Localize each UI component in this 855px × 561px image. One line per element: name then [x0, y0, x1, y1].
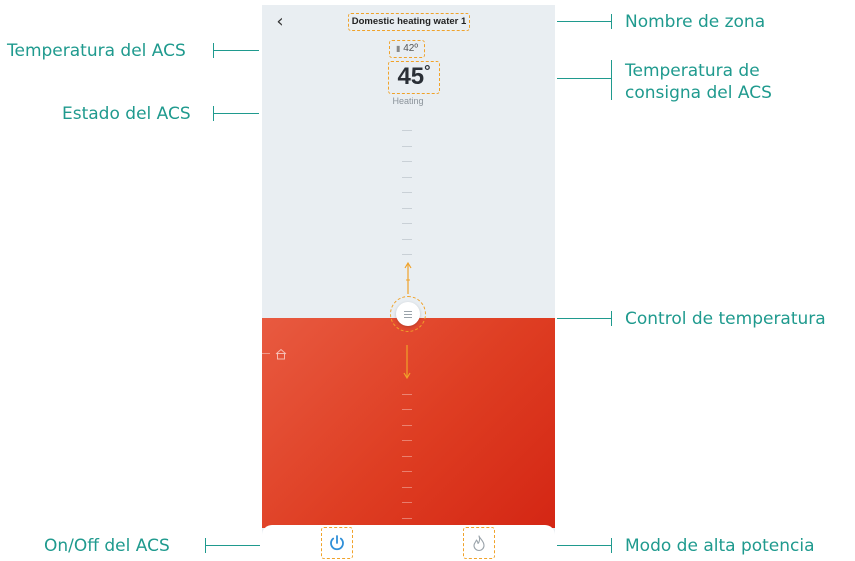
callout-acs-temperature: Temperatura del ACS: [7, 41, 186, 61]
leader-temperature-control: [557, 318, 612, 319]
handle-grip-line: [404, 317, 412, 318]
heating-level-area: [262, 318, 555, 528]
scale-tick: [402, 409, 412, 410]
leader-acs-temperature: [213, 50, 259, 51]
leader-acs-onoff: [205, 545, 260, 546]
callout-setpoint-line2: consigna del ACS: [625, 83, 772, 103]
callout-setpoint-temperature: Temperatura de consigna del ACS: [625, 60, 772, 104]
scale-tick: [402, 146, 412, 147]
chevron-left-icon[interactable]: ‹: [276, 11, 284, 32]
setpoint-unit: °: [424, 63, 431, 80]
scale-tick: [402, 208, 412, 209]
thermometer-icon: ▮: [396, 44, 401, 53]
current-temperature: ▮ 42º: [389, 42, 425, 56]
leader-setpoint-tick: [611, 60, 612, 100]
phone-screen: ‹ Domestic heating water 1 ▮ 42º 45° Hea…: [262, 5, 555, 561]
leader-high-power-mode: [557, 545, 612, 546]
scale-tick: [402, 239, 412, 240]
current-temperature-highlight: [389, 40, 425, 58]
handle-grip-line: [404, 311, 412, 312]
scale-tick: [402, 394, 412, 395]
setpoint-value: 45: [397, 63, 425, 90]
leader-zone-name-tick: [611, 14, 612, 29]
scale-tick: [402, 130, 412, 131]
high-power-button-highlight: [463, 527, 495, 559]
callout-acs-status: Estado del ACS: [62, 104, 191, 124]
scale-tick: [402, 425, 412, 426]
leader-zone-name: [557, 21, 612, 22]
scale-tick: [402, 254, 412, 255]
scale-tick: [402, 161, 412, 162]
scale-tick: [402, 440, 412, 441]
scale-tick: [402, 471, 412, 472]
callout-temperature-control: Control de temperatura: [625, 309, 826, 329]
callout-setpoint-line1: Temperatura de: [625, 61, 760, 81]
level-marker: [262, 353, 270, 354]
bottom-toolbar: [262, 525, 555, 561]
leader-setpoint: [557, 78, 612, 79]
callout-high-power-mode: Modo de alta potencia: [625, 536, 815, 556]
power-icon: [330, 535, 344, 551]
flame-icon: [473, 535, 485, 551]
high-power-button[interactable]: [464, 528, 494, 558]
scale-tick: [402, 518, 412, 519]
leader-acs-onoff-tick: [205, 538, 206, 553]
leader-high-power-mode-tick: [611, 538, 612, 553]
leader-acs-status: [213, 113, 259, 114]
scale-tick: [402, 487, 412, 488]
scale-tick: [402, 223, 412, 224]
scale-tick: [402, 177, 412, 178]
status-label: Heating: [392, 96, 424, 106]
drag-up-arrow-icon: [404, 261, 412, 294]
current-temperature-value: 42º: [403, 43, 418, 54]
scale-tick: [402, 192, 412, 193]
leader-temperature-control-tick: [611, 311, 612, 326]
setpoint-temperature: 45°: [390, 62, 438, 92]
power-button-highlight: [321, 527, 353, 559]
setpoint-highlight: [388, 61, 440, 94]
home-icon: [275, 348, 287, 360]
callout-zone-name: Nombre de zona: [625, 12, 766, 32]
temperature-control-highlight: [390, 296, 426, 332]
zone-name-highlight: [348, 13, 470, 31]
leader-acs-temperature-tick: [213, 43, 214, 58]
power-button[interactable]: [322, 528, 352, 558]
scale-tick: [402, 502, 412, 503]
callout-acs-onoff: On/Off del ACS: [44, 536, 170, 556]
leader-acs-status-tick: [213, 106, 214, 121]
drag-down-arrow-icon: [403, 345, 411, 380]
scale-tick: [402, 456, 412, 457]
zone-name[interactable]: Domestic heating water 1: [351, 16, 467, 27]
handle-grip-line: [404, 314, 412, 315]
